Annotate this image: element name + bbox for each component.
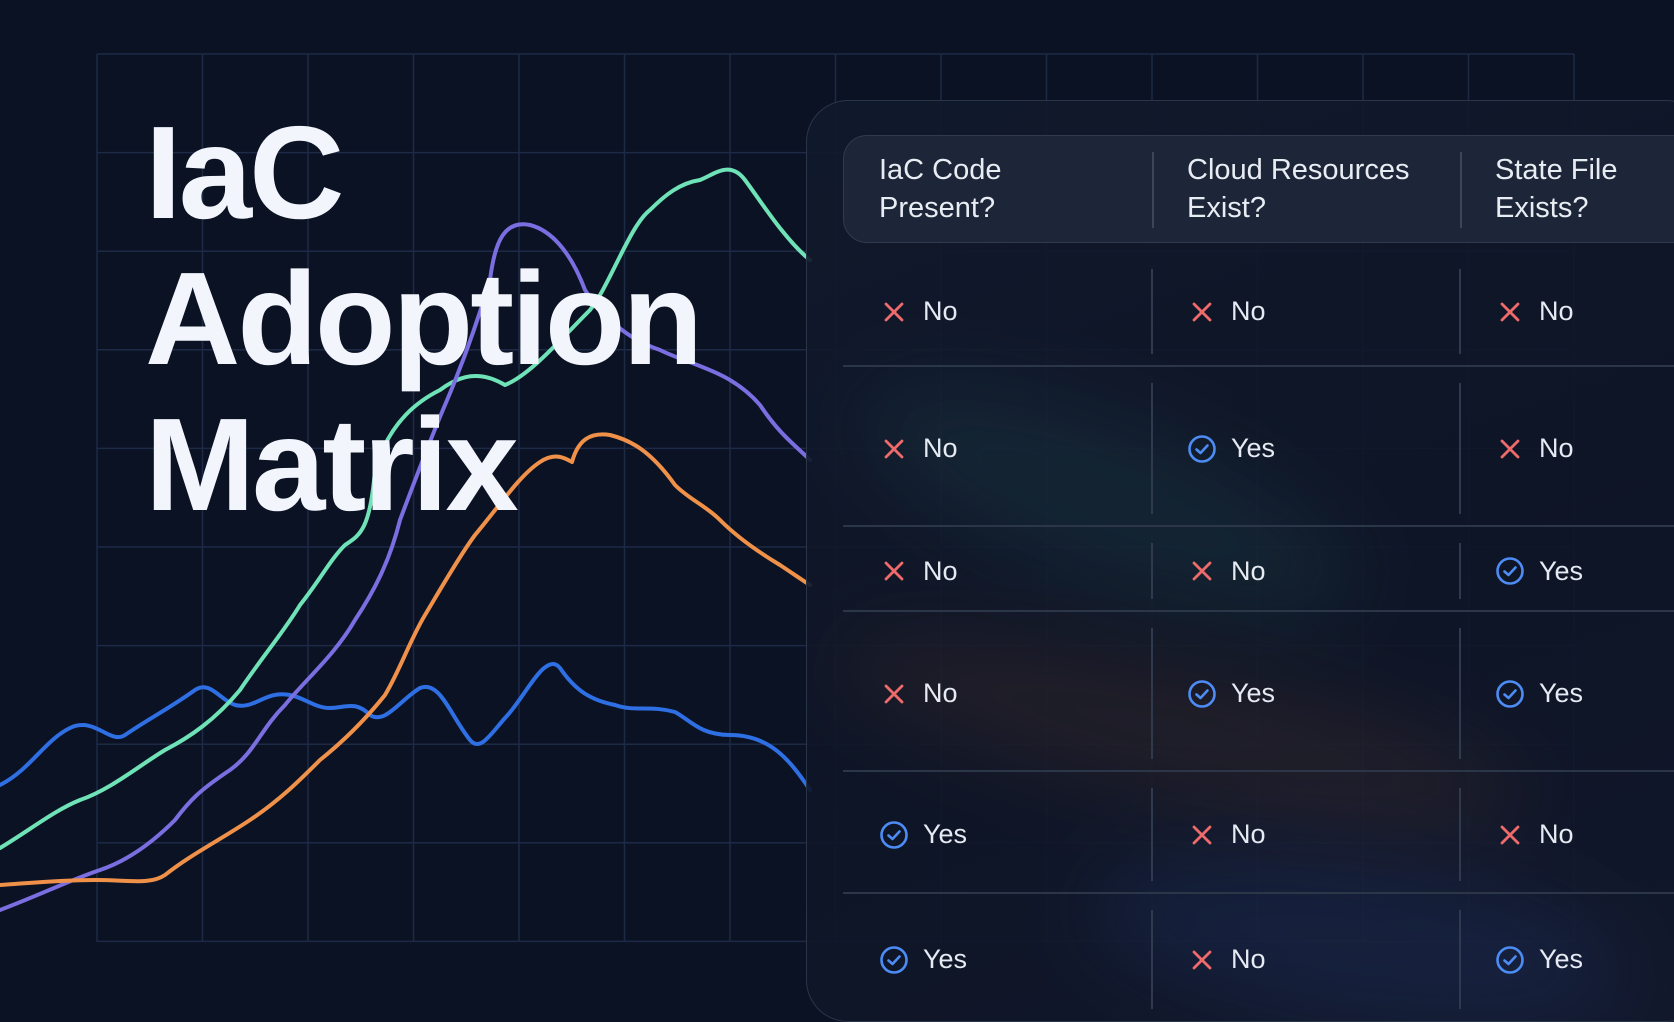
cell-iac-code: No bbox=[878, 674, 958, 714]
matrix-card: IaC Code Present? Cloud Resources Exist? S… bbox=[806, 100, 1674, 1022]
page-title: IaC Adoption Matrix bbox=[145, 99, 703, 538]
cell-value: Yes bbox=[923, 819, 968, 849]
cell-cloud-resources: No bbox=[1186, 292, 1266, 332]
check-circle-icon bbox=[1186, 433, 1218, 465]
trend-line-mint bbox=[0, 167, 812, 850]
cell-cloud-resources: No bbox=[1186, 551, 1266, 591]
cell-value: No bbox=[923, 296, 958, 326]
cell-cloud-resources: No bbox=[1186, 815, 1266, 855]
check-circle-icon bbox=[1494, 678, 1526, 710]
cell-iac-code: No bbox=[878, 429, 958, 469]
column-separator bbox=[1151, 628, 1153, 759]
row-divider bbox=[843, 610, 1674, 612]
cell-value: No bbox=[1231, 555, 1266, 586]
cross-icon bbox=[1186, 555, 1218, 587]
cell-state-file: No bbox=[1494, 815, 1574, 855]
cell-value: No bbox=[1231, 296, 1266, 326]
cell-iac-code: No bbox=[878, 551, 958, 591]
cell-value: Yes bbox=[1539, 555, 1584, 586]
cell-cloud-resources: No bbox=[1186, 940, 1266, 980]
trend-line-violet bbox=[0, 222, 812, 912]
cell-state-file: Yes bbox=[1494, 551, 1583, 591]
check-circle-icon bbox=[1186, 678, 1218, 710]
cell-state-file: Yes bbox=[1494, 674, 1583, 714]
cross-icon bbox=[1494, 819, 1526, 851]
header-iac-code-line-2: Present? bbox=[879, 192, 996, 224]
header-iac-code-line-1: IaC Code bbox=[879, 154, 1002, 186]
header-state-file-line-1: State File bbox=[1495, 154, 1618, 186]
check-circle-icon bbox=[1494, 944, 1526, 976]
cell-value: Yes bbox=[923, 944, 968, 974]
column-separator bbox=[1151, 383, 1153, 514]
row-divider bbox=[843, 892, 1674, 894]
cell-iac-code: No bbox=[878, 292, 958, 332]
check-circle-icon bbox=[878, 944, 910, 976]
column-separator bbox=[1459, 910, 1461, 1009]
check-circle-icon bbox=[1494, 555, 1526, 587]
cell-iac-code: Yes bbox=[878, 815, 967, 855]
cell-state-file: No bbox=[1494, 292, 1574, 332]
row-divider bbox=[843, 365, 1674, 367]
cross-icon bbox=[1186, 819, 1218, 851]
cell-cloud-resources: Yes bbox=[1186, 429, 1275, 469]
check-circle-icon bbox=[878, 819, 910, 851]
column-separator bbox=[1151, 788, 1153, 881]
column-separator bbox=[1151, 269, 1153, 354]
column-separator bbox=[1151, 543, 1153, 599]
cell-value: Yes bbox=[1231, 678, 1276, 708]
cross-icon bbox=[1494, 433, 1526, 465]
column-separator bbox=[1459, 788, 1461, 881]
column-separator bbox=[1459, 628, 1461, 759]
cell-iac-code: Yes bbox=[878, 940, 967, 980]
cross-icon bbox=[878, 555, 910, 587]
column-separator bbox=[1459, 269, 1461, 354]
cell-value: Yes bbox=[1231, 433, 1276, 463]
cell-value: No bbox=[1539, 296, 1574, 326]
cell-value: No bbox=[1539, 819, 1574, 849]
header-state-file-line-2: Exists? bbox=[1495, 192, 1589, 224]
cross-icon bbox=[878, 433, 910, 465]
column-separator bbox=[1459, 383, 1461, 514]
page-title-line-2: Adoption bbox=[145, 245, 703, 392]
cross-icon bbox=[1186, 944, 1218, 976]
cross-icon bbox=[878, 296, 910, 328]
header-separator bbox=[1152, 152, 1154, 228]
header-cloud-resources-line-1: Cloud Resources bbox=[1187, 154, 1410, 186]
trend-lines bbox=[0, 167, 812, 912]
header-cloud-resources-line-2: Exist? bbox=[1187, 192, 1266, 224]
trend-line-blue bbox=[0, 662, 812, 792]
page-title-line-3: Matrix bbox=[145, 391, 519, 538]
row-divider bbox=[843, 770, 1674, 772]
cross-icon bbox=[1494, 296, 1526, 328]
cross-icon bbox=[878, 678, 910, 710]
cell-value: No bbox=[923, 555, 958, 586]
cell-value: Yes bbox=[1539, 678, 1584, 708]
page-title-line-1: IaC bbox=[145, 99, 344, 246]
header-cloud-resources: Cloud Resources Exist? bbox=[1187, 136, 1447, 242]
cell-cloud-resources: Yes bbox=[1186, 674, 1275, 714]
header-iac-code: IaC Code Present? bbox=[879, 136, 1139, 242]
cross-icon bbox=[1186, 296, 1218, 328]
column-separator bbox=[1459, 543, 1461, 599]
cell-state-file: Yes bbox=[1494, 940, 1583, 980]
cell-state-file: No bbox=[1494, 429, 1574, 469]
cell-value: No bbox=[1231, 944, 1266, 974]
card-glow-teal bbox=[835, 336, 1379, 666]
trend-line-orange bbox=[0, 432, 812, 887]
cell-value: No bbox=[923, 678, 958, 708]
column-separator bbox=[1151, 910, 1153, 1009]
cell-value: No bbox=[1539, 433, 1574, 463]
cell-value: Yes bbox=[1539, 944, 1584, 974]
cell-value: No bbox=[1231, 819, 1266, 849]
row-divider bbox=[843, 525, 1674, 527]
table-header: IaC Code Present? Cloud Resources Exist? S… bbox=[843, 135, 1674, 243]
cell-value: No bbox=[923, 433, 958, 463]
header-state-file: State File Exists? bbox=[1495, 136, 1674, 242]
header-separator bbox=[1460, 152, 1462, 228]
